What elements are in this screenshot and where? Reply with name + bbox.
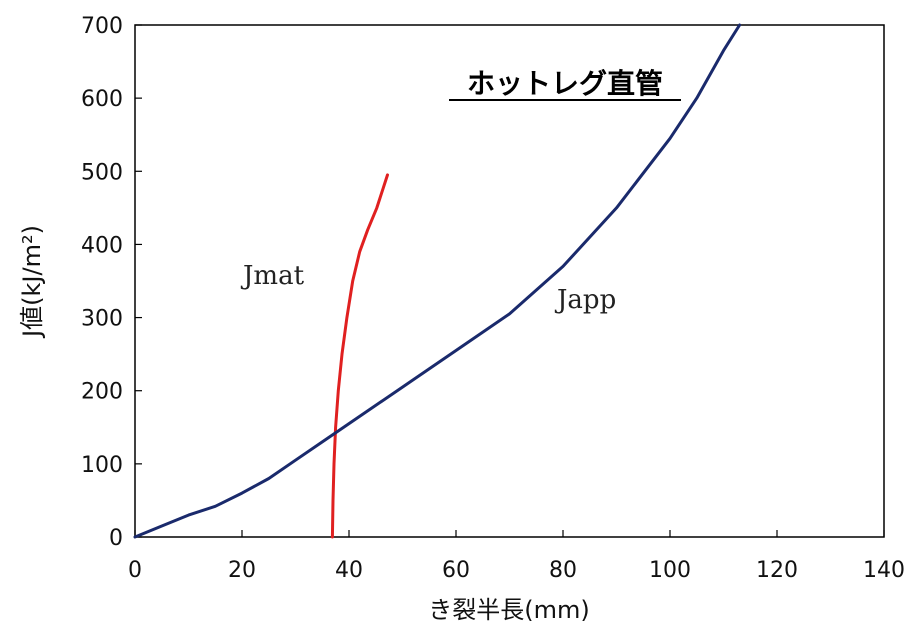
series-layer [133, 23, 742, 539]
series-line-japp [133, 23, 742, 539]
x-axis-ticks: 0 20 40 60 80 100 120 140 [128, 530, 905, 583]
x-tick-label: 60 [442, 558, 470, 583]
y-tick-label: 200 [81, 380, 123, 405]
y-tick-label: 300 [81, 307, 123, 332]
x-tick-label: 20 [228, 558, 256, 583]
y-tick-label: 400 [81, 233, 123, 258]
series-line-jmat [330, 173, 389, 539]
x-tick-label: 140 [863, 558, 905, 583]
y-tick-label: 700 [81, 14, 123, 39]
y-tick-label: 100 [81, 453, 123, 478]
y-axis-title: J値(kJ/m²) [18, 225, 46, 339]
series-label-japp: Japp [554, 285, 616, 315]
x-tick-label: 100 [649, 558, 691, 583]
x-tick-label: 0 [128, 558, 142, 583]
chart-title: ホットレグ直管 [467, 67, 663, 100]
x-tick-label: 120 [756, 558, 798, 583]
x-tick-label: 40 [335, 558, 363, 583]
y-tick-label: 500 [81, 160, 123, 185]
x-tick-label: 80 [549, 558, 577, 583]
x-axis-title: き裂半長(mm) [428, 596, 589, 624]
series-label-jmat: Jmat [240, 261, 305, 291]
y-axis-ticks: 0 100 200 300 400 500 600 700 [81, 14, 142, 551]
y-tick-label: 0 [109, 526, 123, 551]
plot-area [134, 24, 885, 538]
y-tick-label: 600 [81, 87, 123, 112]
